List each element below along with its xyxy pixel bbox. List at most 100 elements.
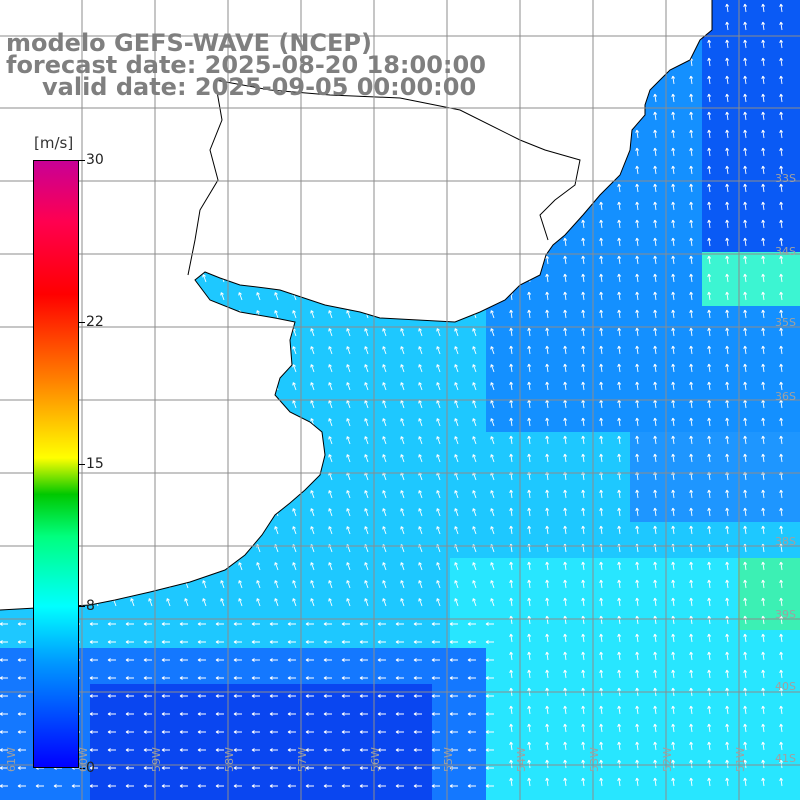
field-cell [486, 666, 504, 684]
field-cell [756, 90, 774, 108]
wind-arrow [125, 640, 134, 644]
wind-arrow [364, 382, 369, 391]
field-cell [252, 738, 270, 756]
wind-arrow [743, 633, 748, 643]
wind-arrow [107, 658, 116, 662]
field-cell [576, 360, 594, 378]
wind-arrow [581, 579, 586, 589]
field-cell [468, 450, 486, 468]
wind-arrow [635, 435, 640, 445]
field-cell [450, 666, 468, 684]
wind-arrow [671, 561, 676, 571]
wind-arrow [143, 658, 152, 662]
wind-arrow [364, 418, 369, 427]
wind-arrow [215, 784, 224, 788]
field-cell [216, 576, 234, 594]
wind-arrow [707, 579, 712, 589]
field-cell [360, 378, 378, 396]
wind-arrow [617, 705, 622, 715]
wind-arrow [617, 507, 622, 517]
field-cell [108, 648, 126, 666]
wind-arrow [707, 57, 712, 67]
field-cell [504, 414, 522, 432]
field-cell [540, 450, 558, 468]
field-cell [414, 684, 432, 702]
field-cell [594, 576, 612, 594]
wind-arrow [581, 291, 586, 301]
field-cell [540, 594, 558, 612]
field-cell [576, 666, 594, 684]
field-cell [270, 774, 288, 792]
field-cell [216, 594, 234, 612]
wind-arrow [472, 382, 477, 391]
wind-arrow [707, 741, 712, 751]
wind-arrow [251, 730, 260, 734]
wind-arrow [653, 525, 658, 535]
wind-arrow [454, 526, 459, 535]
colorbar-tick-mark [79, 605, 85, 607]
wind-arrow [467, 748, 476, 752]
wind-arrow [653, 363, 658, 373]
wind-arrow [310, 364, 315, 373]
field-cell [774, 666, 792, 684]
field-cell [684, 342, 702, 360]
field-cell [360, 360, 378, 378]
wind-arrow [418, 382, 423, 391]
wind-arrow [635, 255, 640, 265]
wind-arrow [617, 597, 622, 607]
wind-arrow [725, 381, 730, 391]
wind-arrow [364, 454, 369, 463]
field-cell [306, 504, 324, 522]
field-cell [306, 612, 324, 630]
wind-arrow [689, 651, 694, 661]
field-cell [684, 594, 702, 612]
wind-arrow [485, 766, 494, 770]
wind-arrow [179, 730, 188, 734]
field-cell [504, 720, 522, 738]
field-cell [450, 774, 468, 792]
field-cell [612, 648, 630, 666]
field-cell [198, 774, 216, 792]
wind-arrow [436, 508, 441, 517]
wind-arrow [581, 381, 586, 391]
wind-arrow [635, 345, 640, 355]
wind-arrow [197, 784, 206, 788]
wind-arrow [635, 273, 640, 283]
field-cell [252, 648, 270, 666]
wind-arrow [725, 435, 730, 445]
field-cell [432, 360, 450, 378]
field-cell [594, 450, 612, 468]
field-cell [594, 414, 612, 432]
wind-arrow [527, 561, 532, 571]
wind-arrow [779, 327, 784, 337]
field-cell [414, 540, 432, 558]
wind-arrow [377, 730, 386, 734]
field-cell [630, 126, 648, 144]
field-cell [378, 450, 396, 468]
field-cell [342, 630, 360, 648]
field-cell [414, 792, 432, 800]
wind-arrow [346, 508, 351, 517]
wind-arrow [328, 598, 333, 607]
wind-arrow [689, 309, 694, 319]
wind-arrow [490, 346, 495, 355]
field-cell [234, 684, 252, 702]
wind-arrow [599, 237, 604, 247]
wind-arrow [725, 777, 730, 787]
wind-arrow [617, 723, 622, 733]
field-cell [702, 720, 720, 738]
wind-arrow [599, 705, 604, 715]
wind-arrow [467, 640, 476, 644]
field-cell [630, 450, 648, 468]
wind-arrow [413, 658, 422, 662]
wind-arrow [179, 712, 188, 716]
field-cell [180, 630, 198, 648]
field-cell [450, 324, 468, 342]
wind-arrow [509, 633, 514, 643]
field-cell [756, 414, 774, 432]
field-cell [468, 720, 486, 738]
wind-arrow [509, 453, 514, 463]
wind-arrow [527, 651, 532, 661]
field-cell [522, 342, 540, 360]
field-cell [666, 360, 684, 378]
